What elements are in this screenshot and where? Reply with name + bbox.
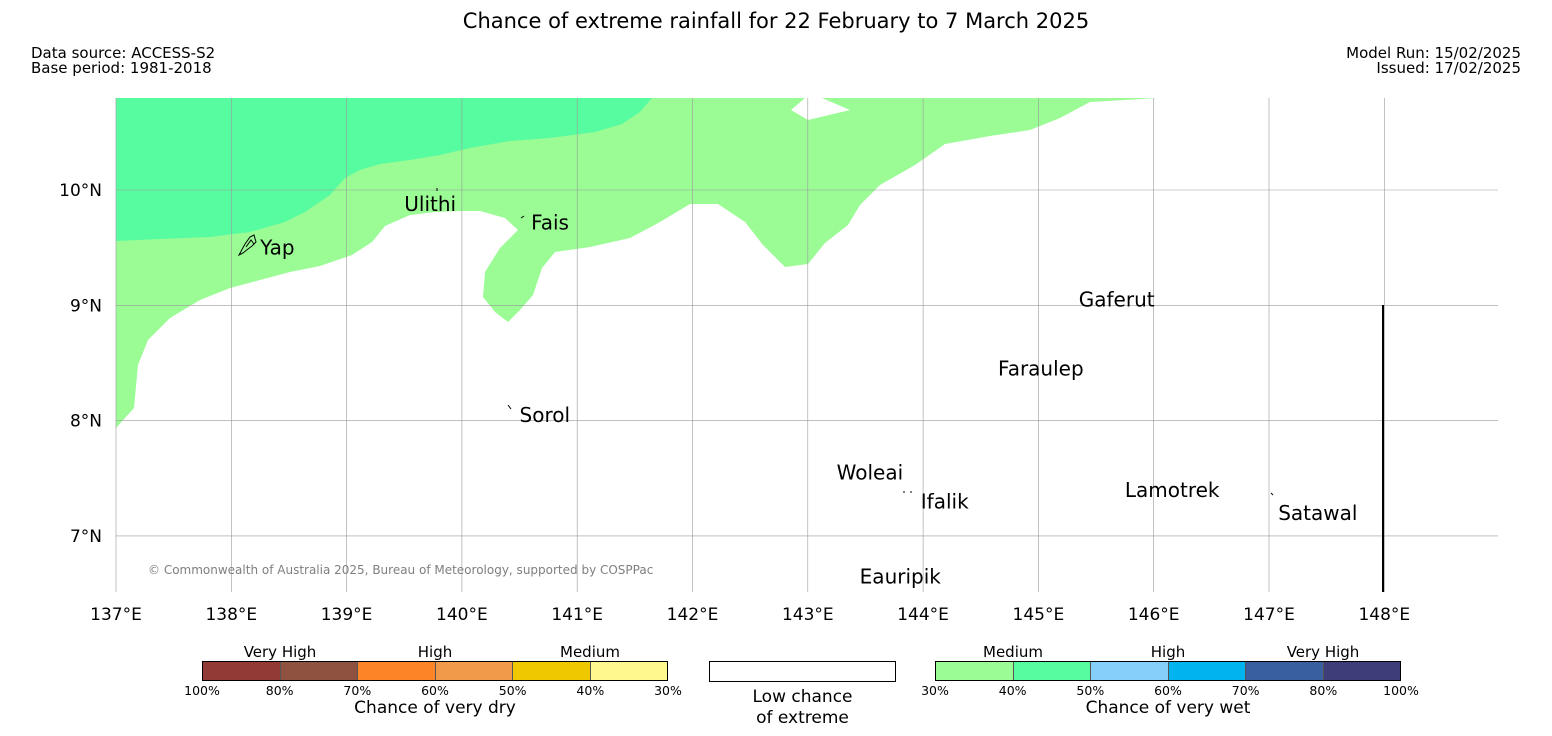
yap-island-outline — [237, 234, 257, 257]
shading-layer — [116, 98, 1158, 428]
legend-dry-swatch — [590, 662, 667, 680]
legend-dry-tick: 80% — [265, 683, 294, 698]
lon-tick-label: 142°E — [667, 605, 719, 625]
legend-dry-caption: Chance of very dry — [354, 698, 516, 718]
legend-dry-high: High — [417, 643, 453, 661]
legend-dry-tick: 60% — [421, 683, 449, 698]
lon-tick-label: 137°E — [90, 605, 142, 625]
sorol-atoll — [507, 404, 512, 410]
legend-wet-ticks: 30% 40% 50% 60% 70% 80% 100% — [921, 681, 1419, 698]
legend-wet-medium: Medium — [983, 643, 1043, 661]
legend-dry-medium: Medium — [560, 643, 620, 661]
legend-dry-swatch — [435, 662, 513, 680]
legend-wet-tick: 70% — [1231, 683, 1260, 698]
legend-low-line1: Low chance — [752, 687, 853, 707]
legend-dry: Very High High Medium 100% 80% 70% 60% 50% 40… — [184, 643, 682, 718]
legend-wet-swatch — [1323, 662, 1400, 680]
data-source: Data source: ACCESS-S2 — [31, 44, 216, 62]
copyright-notice: © Commonwealth of Australia 2025, Bureau… — [148, 563, 653, 577]
legend-dry-ticks: 100% 80% 70% 60% 50% 40% 30% — [184, 681, 682, 698]
legend-dry-swatch — [203, 662, 281, 680]
legend-dry-categories: Very High High Medium — [202, 643, 668, 661]
lat-tick-label: 10°N — [59, 181, 102, 201]
place-label-eauripik: Eauripik — [860, 564, 942, 588]
legend-wet-tick: 30% — [921, 683, 949, 698]
legend-wet-tick: 100% — [1383, 683, 1419, 698]
region-wet-medium — [116, 98, 1158, 428]
place-label-faraulep: Faraulep — [998, 357, 1084, 381]
island-outlines — [237, 188, 1274, 496]
place-label-ulithi: Ulithi — [404, 192, 456, 216]
fais-island — [520, 215, 525, 219]
legend-wet-swatch — [1168, 662, 1246, 680]
legend-dry-colorbar — [202, 661, 668, 681]
lon-tick-label: 143°E — [782, 605, 834, 625]
place-label-lamotrek: Lamotrek — [1125, 478, 1220, 502]
lon-tick-label: 141°E — [551, 605, 603, 625]
legend-low-chance-swatch — [709, 661, 896, 682]
legend-wet-tick: 60% — [1154, 683, 1182, 698]
lon-tick-label: 145°E — [1013, 605, 1065, 625]
legend-wet-swatch — [1246, 662, 1324, 680]
lat-tick-label: 9°N — [70, 296, 102, 316]
legend-wet-categories: Medium High Very High — [935, 643, 1401, 661]
map-title: Chance of extreme rainfall for 22 Februa… — [462, 9, 1090, 33]
region-wet-medium-high — [116, 98, 652, 241]
lon-tick-label: 146°E — [1128, 605, 1180, 625]
legend-wet-very-high: Very High — [1286, 643, 1360, 661]
legend-wet-tick: 80% — [1309, 683, 1338, 698]
legend-dry-tick: 40% — [576, 683, 605, 698]
lon-tick-label: 147°E — [1243, 605, 1295, 625]
place-labels: Yap Ulithi Fais Sorol Gaferut Faraulep Woleai I… — [259, 192, 1357, 588]
lat-tick-label: 7°N — [70, 527, 102, 547]
place-label-sorol: Sorol — [520, 403, 571, 427]
issued-date: Issued: 17/02/2025 — [1376, 59, 1521, 77]
legend-dry-tick: 70% — [343, 683, 372, 698]
legend-wet-colorbar — [935, 661, 1401, 681]
legend-dry-swatch — [280, 662, 358, 680]
legend-dry-very-high: Very High — [243, 643, 317, 661]
legend-dry-swatch — [513, 662, 591, 680]
place-label-woleai: Woleai — [837, 460, 904, 484]
legend-low-chance-label: Low chance of extreme — [709, 687, 896, 729]
place-label-gaferut: Gaferut — [1079, 288, 1155, 312]
latitude-tick-labels: 10°N 9°N 8°N 7°N — [59, 181, 102, 547]
yap-island-inner — [245, 239, 255, 248]
legend-wet-tick: 50% — [1076, 683, 1105, 698]
legend-wet-high: High — [1150, 643, 1186, 661]
legend-dry-tick: 100% — [184, 683, 220, 698]
legend-wet-swatch — [936, 662, 1014, 680]
model-run-info: Model Run: 15/02/2025 Issued: 17/02/2025 — [1346, 46, 1521, 76]
lat-tick-label: 8°N — [70, 412, 102, 432]
place-label-ifalik: Ifalik — [921, 489, 969, 513]
place-label-fais: Fais — [531, 210, 569, 234]
data-source-info: Data source: ACCESS-S2 Base period: 1981… — [31, 46, 215, 76]
legend-dry-tick: 50% — [498, 683, 527, 698]
legend-wet-caption: Chance of very wet — [1085, 698, 1251, 718]
legend-wet-swatch — [1013, 662, 1091, 680]
legend-wet-tick: 40% — [998, 683, 1027, 698]
legend-wet-swatch — [1091, 662, 1169, 680]
lon-tick-label: 148°E — [1358, 605, 1410, 625]
legend-low-chance: Low chance of extreme — [709, 661, 896, 729]
longitude-tick-labels: 137°E 138°E 139°E 140°E 141°E 142°E 143°E 144°E… — [90, 605, 1410, 625]
lon-tick-label: 144°E — [897, 605, 949, 625]
legend-wet: Medium High Very High 30% 40% 50% 60% 70% 80%… — [921, 643, 1419, 718]
lon-tick-label: 138°E — [205, 605, 257, 625]
legend-low-line2: of extreme — [756, 708, 849, 728]
gridlines — [115, 98, 1498, 592]
satawal-island — [1270, 492, 1274, 496]
base-period: Base period: 1981-2018 — [31, 59, 212, 77]
lon-tick-label: 140°E — [436, 605, 488, 625]
place-label-yap: Yap — [259, 236, 294, 260]
lon-tick-label: 139°E — [321, 605, 373, 625]
legend-dry-tick: 30% — [654, 683, 682, 698]
model-run: Model Run: 15/02/2025 — [1346, 44, 1521, 62]
legend-dry-swatch — [358, 662, 436, 680]
place-label-satawal: Satawal — [1278, 501, 1357, 525]
